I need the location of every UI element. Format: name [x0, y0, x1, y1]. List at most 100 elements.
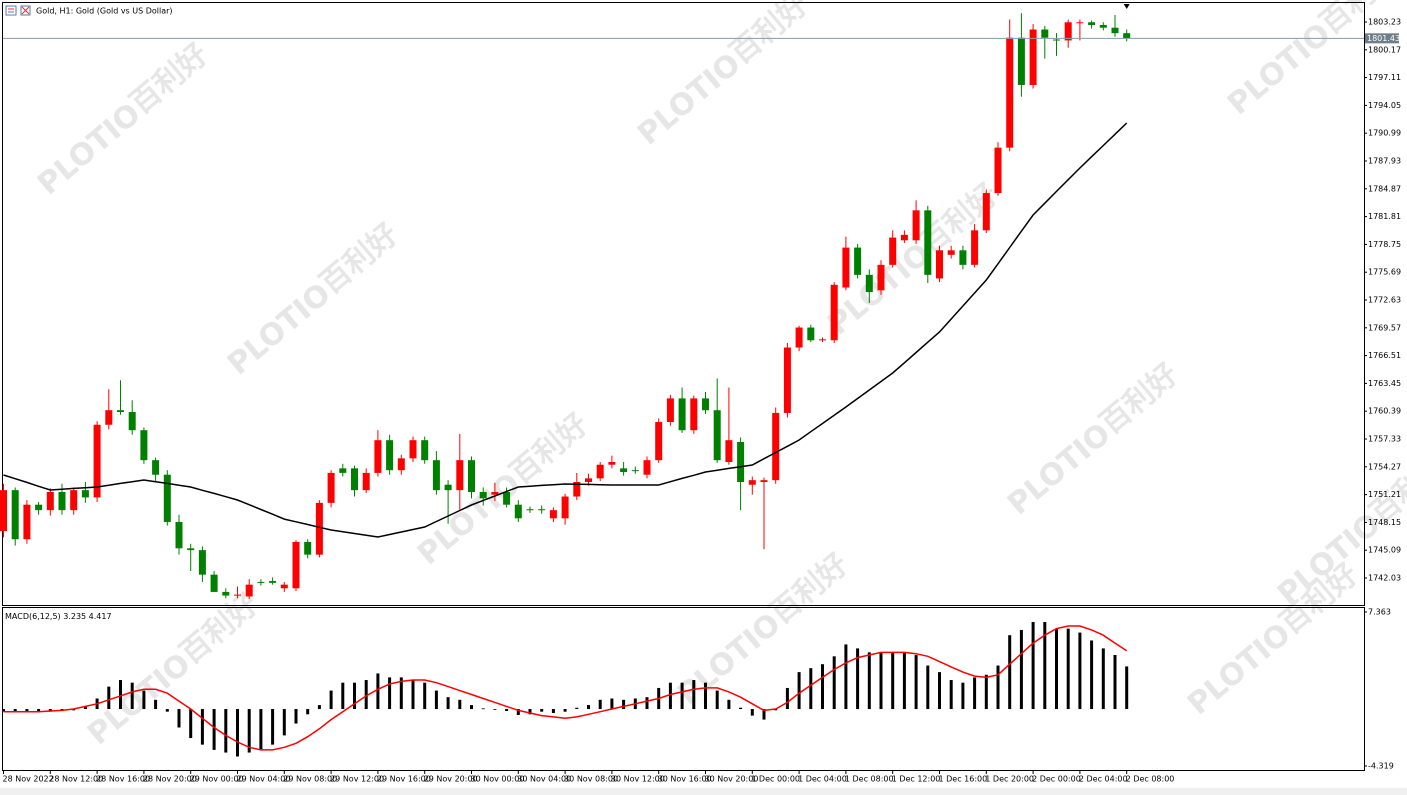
macd-bar [247, 709, 251, 753]
macd-bar [130, 682, 134, 710]
y-tick-label: 1778.75 [1368, 240, 1401, 249]
candle-body [269, 581, 277, 583]
macd-bar [2, 709, 5, 712]
macd-bar [411, 680, 415, 710]
last-price-box [1365, 33, 1399, 44]
candle-body [432, 460, 440, 491]
candle-body [339, 468, 347, 473]
macd-bar [598, 699, 602, 710]
macd-bar [1043, 622, 1047, 710]
candle-body [11, 490, 19, 540]
y-tick-label: 1781.81 [1368, 212, 1401, 221]
candle-body [854, 247, 862, 275]
macd-bar [399, 677, 403, 710]
macd-bar [668, 682, 672, 710]
macd-bar [914, 654, 918, 710]
main-panel [2, 2, 1365, 606]
candle-body [1064, 22, 1072, 41]
macd-bar [1078, 632, 1082, 710]
candle-body [70, 490, 78, 511]
macd-bar [154, 699, 158, 710]
macd-bar [785, 687, 789, 710]
chart-title: Gold, H1: Gold (Gold vs US Dollar) [36, 7, 173, 16]
candle-body [503, 491, 511, 505]
macd-bar [704, 682, 707, 710]
macd-bar [516, 709, 520, 715]
macd-bar [902, 652, 906, 710]
watermark-cn: 百利好 [504, 407, 595, 492]
candle-body [889, 237, 897, 265]
candle-body [105, 410, 113, 425]
candle-body [397, 458, 405, 471]
candle-body [690, 398, 698, 431]
macd-bar [177, 709, 181, 728]
macd-bar [551, 709, 555, 713]
candle-body [0, 490, 7, 532]
macd-header: MACD(6,12,5) 3.235 4.417 [5, 612, 112, 621]
x-tick-label: 1 Dec 04:00 [798, 775, 847, 784]
macd-bar [341, 682, 345, 710]
candle-body [81, 490, 89, 498]
macd-bar [961, 682, 965, 710]
macd-bar [575, 707, 579, 710]
candle-body [280, 584, 288, 589]
x-tick-label: 29 Nov 04:00 [237, 775, 291, 784]
candle-body [795, 327, 803, 348]
macd-bar [1019, 629, 1023, 710]
macd-bar [282, 709, 286, 736]
candle-body [163, 474, 171, 522]
macd-bar [306, 709, 310, 715]
watermark-logo: PLOTIO [221, 276, 337, 382]
symbol-icon [5, 5, 31, 16]
y-tick-label: 1794.05 [1368, 101, 1401, 110]
candle-body [304, 541, 312, 555]
y-tick-label: -4.319 [1368, 761, 1394, 770]
macd-bar [762, 709, 766, 720]
macd-panel [2, 607, 1365, 771]
candle-body [1017, 37, 1025, 85]
signal-line [3, 625, 1128, 751]
x-tick-label: 30 Nov 04:00 [517, 775, 571, 784]
macd-bar [821, 664, 824, 710]
candle-body [1076, 22, 1084, 24]
x-tick-label: 30 Nov 00:00 [471, 775, 525, 784]
candle-body [959, 250, 967, 265]
candle-body [830, 284, 838, 341]
y-tick-label: 1745.09 [1368, 546, 1401, 555]
candle-body [596, 464, 604, 479]
macd-bar [481, 708, 485, 710]
macd-bar [891, 652, 895, 710]
macd-bar [739, 707, 743, 710]
candle-body [538, 509, 546, 511]
watermark-logo: PLOTIO [1221, 16, 1337, 122]
watermarks: PLOTIO百利好PLOTIO百利好PLOTIO百利好PLOTIO百利好PLOT… [31, 0, 1407, 752]
candle-body [912, 210, 920, 241]
candle-body [456, 460, 464, 491]
x-tick-label: 30 Nov 20:00 [705, 775, 759, 784]
candle-body [175, 521, 183, 549]
macd-bar [212, 709, 216, 750]
macd-bar [645, 697, 649, 710]
macd-bar [1113, 654, 1117, 710]
x-tick-label: 28 Nov 2022 [3, 775, 54, 784]
candle-body [187, 548, 195, 551]
x-tick-label: 30 Nov 16:00 [658, 775, 712, 784]
watermark-cn: 百利好 [764, 547, 855, 632]
status-strip [0, 788, 1407, 795]
x-tick-label: 28 Nov 16:00 [96, 775, 150, 784]
candle-body [93, 424, 101, 498]
candle-body [421, 440, 429, 461]
x-tick-label: 1 Dec 20:00 [985, 775, 1034, 784]
y-tick-label: 1772.63 [1368, 296, 1401, 305]
candle-body [23, 504, 31, 540]
x-tick-label: 2 Dec 04:00 [1079, 775, 1128, 784]
candle-body [362, 472, 370, 491]
candle-body [678, 398, 686, 431]
candle-body [561, 496, 569, 519]
macd-bar [973, 677, 977, 710]
candle-body [631, 470, 639, 472]
macd-value: 3.235 [63, 612, 86, 621]
candle-body [1099, 24, 1107, 28]
candle-body [1029, 29, 1037, 85]
